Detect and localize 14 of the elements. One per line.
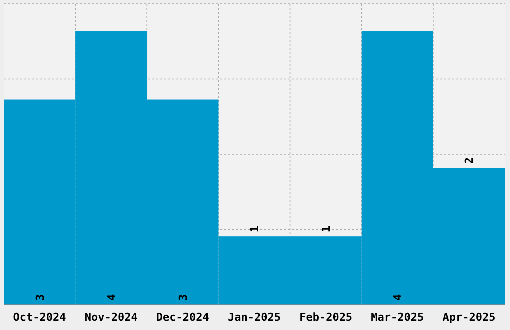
x-tick-label: Mar-2025 — [371, 311, 424, 324]
data-label: 2 — [463, 158, 476, 164]
data-label: 4 — [392, 294, 405, 301]
data-label: 1 — [320, 226, 334, 233]
data-label: 3 — [176, 294, 190, 301]
x-tick-label: Feb-2025 — [300, 311, 353, 324]
data-label: 4 — [105, 294, 118, 301]
x-tick-label: Dec-2024 — [156, 311, 210, 324]
x-tick-label: Oct-2024 — [13, 311, 67, 324]
x-tick-label: Jan-2025 — [228, 311, 281, 324]
x-tick-label: Apr-2025 — [442, 311, 496, 324]
data-label: 3 — [34, 294, 47, 301]
data-label: 1 — [248, 226, 262, 233]
x-tick-label: Nov-2024 — [84, 311, 138, 324]
